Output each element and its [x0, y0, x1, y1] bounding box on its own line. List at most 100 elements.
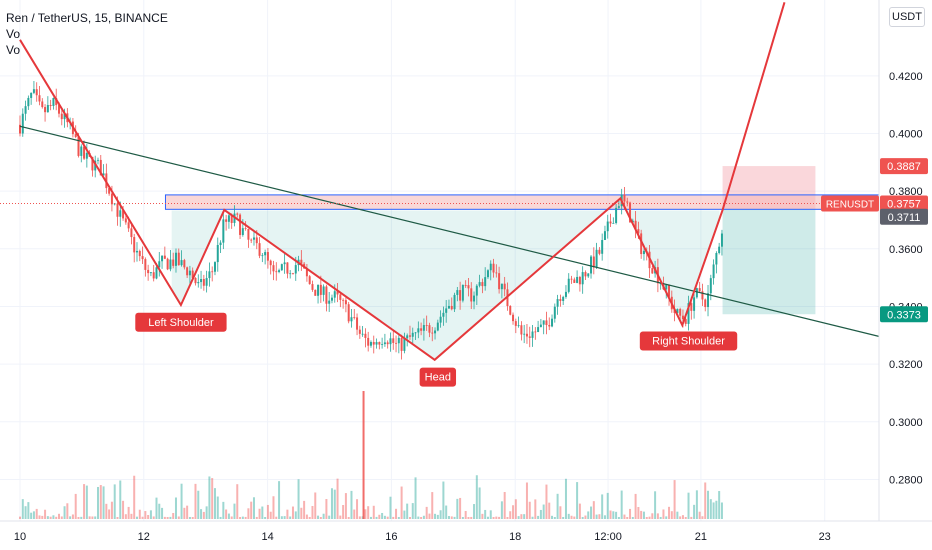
- candle-body[interactable]: [637, 229, 640, 234]
- candle-body[interactable]: [264, 252, 267, 256]
- candle-body[interactable]: [389, 338, 392, 345]
- candle-body[interactable]: [397, 337, 400, 344]
- candle-body[interactable]: [361, 333, 364, 335]
- candle-body[interactable]: [498, 273, 501, 290]
- candle-body[interactable]: [707, 293, 710, 308]
- candle-body[interactable]: [590, 256, 593, 274]
- candle-body[interactable]: [91, 156, 94, 171]
- price-badge[interactable]: 0.3711: [880, 208, 928, 225]
- candle-body[interactable]: [592, 256, 595, 268]
- candle-body[interactable]: [623, 194, 626, 202]
- candle-body[interactable]: [258, 243, 261, 256]
- candle-body[interactable]: [525, 333, 528, 337]
- candle-body[interactable]: [364, 333, 367, 338]
- candle-body[interactable]: [180, 260, 183, 266]
- descending-trend-line[interactable]: [19, 125, 881, 338]
- candle-body[interactable]: [44, 107, 47, 113]
- candle-body[interactable]: [601, 240, 604, 254]
- candle-body[interactable]: [467, 285, 470, 289]
- candle-body[interactable]: [119, 210, 122, 217]
- candle-body[interactable]: [400, 337, 403, 351]
- candle-body[interactable]: [500, 283, 503, 290]
- candle-body[interactable]: [464, 284, 467, 286]
- candle-body[interactable]: [291, 273, 294, 275]
- candle-body[interactable]: [698, 288, 701, 292]
- candle-body[interactable]: [470, 288, 473, 302]
- candle-body[interactable]: [102, 173, 105, 176]
- candle-body[interactable]: [681, 315, 684, 320]
- candle-body[interactable]: [57, 105, 60, 114]
- candle-body[interactable]: [570, 278, 573, 280]
- price-badge[interactable]: 0.3887: [880, 158, 928, 175]
- candle-body[interactable]: [314, 289, 317, 296]
- candle-body[interactable]: [46, 105, 49, 113]
- candle-body[interactable]: [108, 188, 111, 194]
- candle-body[interactable]: [718, 246, 721, 254]
- candle-body[interactable]: [665, 284, 668, 290]
- candle-body[interactable]: [269, 260, 272, 266]
- candle-body[interactable]: [578, 276, 581, 285]
- candle-body[interactable]: [49, 105, 52, 106]
- candle-body[interactable]: [603, 231, 606, 241]
- candle-body[interactable]: [375, 342, 378, 345]
- candle-body[interactable]: [584, 272, 587, 277]
- candle-body[interactable]: [567, 278, 570, 292]
- candle-body[interactable]: [679, 308, 682, 316]
- candle-body[interactable]: [369, 342, 372, 346]
- candle-body[interactable]: [687, 303, 690, 324]
- candle-body[interactable]: [183, 260, 186, 268]
- candle-body[interactable]: [634, 220, 637, 230]
- candle-body[interactable]: [378, 342, 381, 345]
- candle-body[interactable]: [353, 317, 356, 319]
- candle-body[interactable]: [135, 250, 138, 253]
- candle-body[interactable]: [63, 113, 66, 120]
- candle-body[interactable]: [110, 193, 113, 205]
- candle-body[interactable]: [420, 328, 423, 331]
- candle-body[interactable]: [116, 203, 119, 217]
- candle-body[interactable]: [512, 314, 515, 322]
- candle-body[interactable]: [556, 299, 559, 307]
- candle-body[interactable]: [166, 258, 169, 270]
- candle-body[interactable]: [247, 228, 250, 240]
- candle-body[interactable]: [395, 342, 398, 344]
- candle-body[interactable]: [21, 113, 24, 134]
- candle-body[interactable]: [595, 249, 598, 268]
- candle-body[interactable]: [27, 97, 30, 107]
- candle-body[interactable]: [461, 284, 464, 301]
- time-axis[interactable]: 10 12 14 16 18 12:00 21 23: [0, 520, 932, 550]
- candle-body[interactable]: [133, 237, 136, 253]
- candle-body[interactable]: [283, 262, 286, 265]
- candle-body[interactable]: [704, 299, 707, 308]
- candle-body[interactable]: [275, 271, 278, 273]
- candle-body[interactable]: [514, 321, 517, 326]
- candle-body[interactable]: [417, 328, 420, 333]
- candle-body[interactable]: [286, 262, 289, 274]
- candle-body[interactable]: [489, 263, 492, 271]
- candle-body[interactable]: [191, 270, 194, 278]
- candle-body[interactable]: [581, 272, 584, 285]
- candle-body[interactable]: [495, 272, 498, 274]
- candle-body[interactable]: [668, 284, 671, 297]
- candle-body[interactable]: [408, 335, 411, 337]
- candle-body[interactable]: [425, 325, 428, 326]
- candle-body[interactable]: [564, 291, 567, 297]
- candle-body[interactable]: [38, 95, 41, 102]
- candle-body[interactable]: [350, 317, 353, 322]
- candle-body[interactable]: [138, 250, 141, 257]
- candle-body[interactable]: [684, 319, 687, 324]
- candle-body[interactable]: [149, 272, 152, 274]
- candle-body[interactable]: [311, 284, 314, 290]
- candle-body[interactable]: [152, 272, 155, 279]
- candle-body[interactable]: [617, 206, 620, 208]
- candle-body[interactable]: [188, 270, 191, 276]
- candle-body[interactable]: [339, 294, 342, 300]
- candle-body[interactable]: [606, 221, 609, 232]
- candle-body[interactable]: [629, 202, 632, 223]
- candle-body[interactable]: [222, 219, 225, 243]
- candle-body[interactable]: [422, 325, 425, 331]
- candle-body[interactable]: [537, 327, 540, 333]
- candle-body[interactable]: [358, 329, 361, 334]
- candle-body[interactable]: [344, 300, 347, 305]
- candle-body[interactable]: [266, 252, 269, 261]
- candle-body[interactable]: [475, 285, 478, 296]
